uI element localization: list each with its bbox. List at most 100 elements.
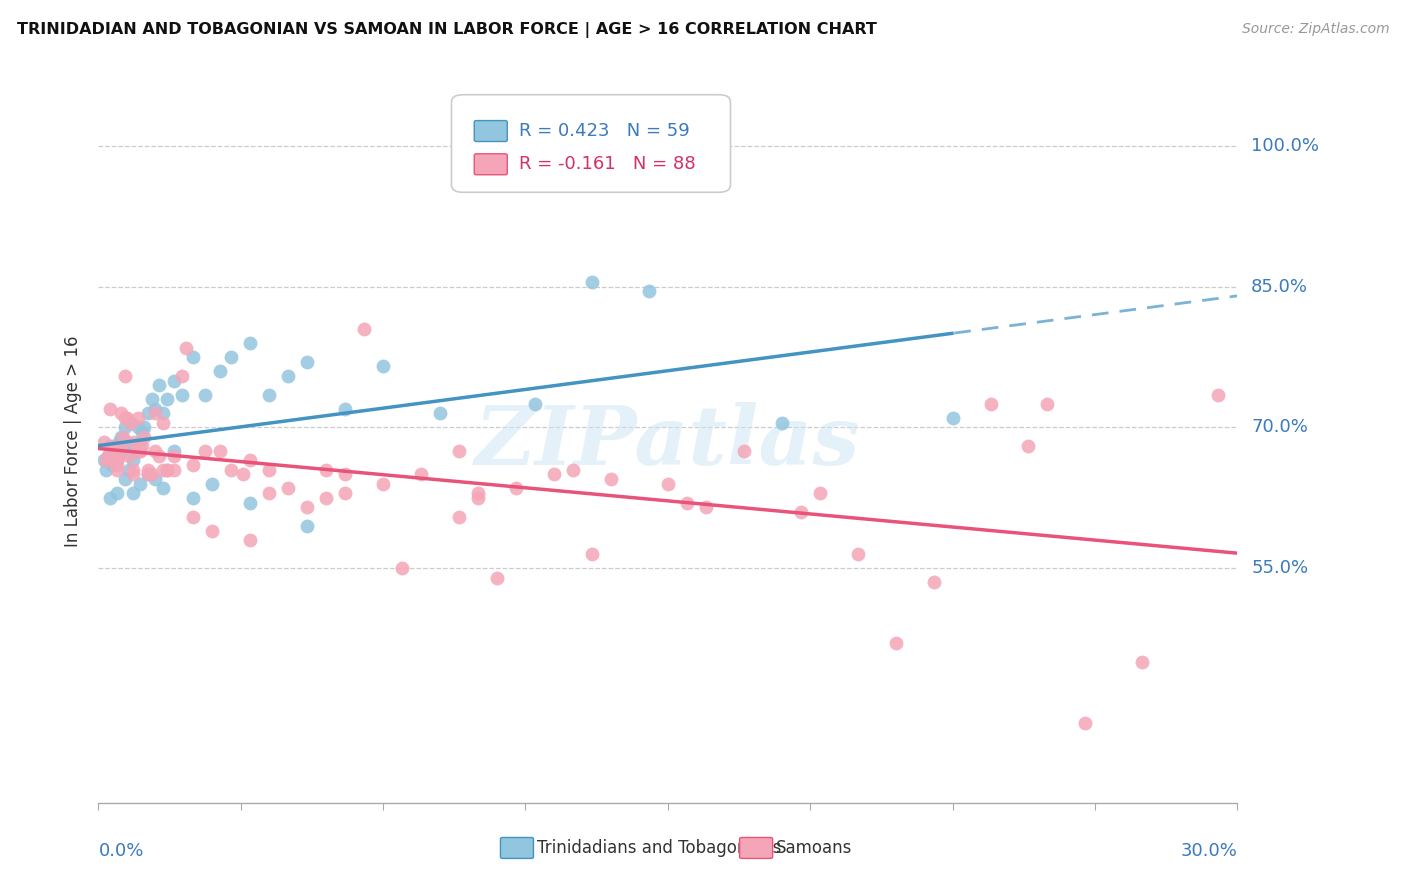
Point: [152, 482, 174, 496]
Point: [297, 355, 319, 369]
Text: Samoans: Samoans: [776, 838, 852, 856]
Point: [156, 392, 179, 407]
Point: [486, 571, 509, 585]
Point: [581, 547, 603, 561]
Point: [98, 401, 121, 416]
Point: [371, 476, 394, 491]
Point: [107, 453, 129, 467]
Text: Source: ZipAtlas.com: Source: ZipAtlas.com: [1241, 22, 1389, 37]
Point: [170, 368, 193, 383]
Point: [429, 406, 451, 420]
Point: [110, 430, 132, 444]
Point: [100, 458, 122, 472]
Text: 0.0%: 0.0%: [98, 842, 143, 860]
Point: [93, 453, 115, 467]
Point: [98, 439, 121, 453]
Point: [259, 463, 281, 477]
Point: [183, 458, 205, 472]
Point: [174, 341, 197, 355]
Point: [808, 486, 831, 500]
Point: [467, 486, 489, 500]
Point: [114, 420, 136, 434]
Point: [676, 495, 699, 509]
Point: [108, 449, 131, 463]
Point: [239, 533, 262, 547]
Point: [107, 463, 129, 477]
Point: [152, 406, 174, 420]
Point: [129, 444, 152, 458]
FancyBboxPatch shape: [501, 838, 533, 858]
Point: [103, 453, 125, 467]
Point: [148, 449, 170, 463]
Point: [277, 368, 299, 383]
Point: [129, 444, 152, 458]
Text: ZIPatlas: ZIPatlas: [475, 401, 860, 482]
Text: TRINIDADIAN AND TOBAGONIAN VS SAMOAN IN LABOR FORCE | AGE > 16 CORRELATION CHART: TRINIDADIAN AND TOBAGONIAN VS SAMOAN IN …: [17, 22, 877, 38]
Point: [884, 636, 907, 650]
Point: [208, 364, 231, 378]
Point: [770, 416, 793, 430]
Point: [121, 486, 143, 500]
Text: 100.0%: 100.0%: [1251, 137, 1319, 155]
Point: [93, 434, 115, 449]
Point: [121, 463, 143, 477]
Point: [152, 463, 174, 477]
Point: [581, 275, 603, 289]
Point: [141, 392, 163, 407]
Point: [136, 467, 159, 482]
Point: [108, 434, 131, 449]
Point: [194, 444, 217, 458]
Point: [145, 444, 167, 458]
Point: [695, 500, 717, 515]
Point: [114, 368, 136, 383]
Text: 85.0%: 85.0%: [1251, 277, 1308, 296]
Point: [638, 285, 661, 299]
Point: [145, 401, 167, 416]
Point: [141, 467, 163, 482]
Point: [1132, 655, 1154, 669]
Point: [107, 458, 129, 472]
Text: R = 0.423   N = 59: R = 0.423 N = 59: [519, 122, 689, 140]
Point: [98, 453, 121, 467]
Point: [120, 416, 142, 430]
Point: [846, 547, 869, 561]
Point: [100, 439, 122, 453]
Point: [156, 463, 179, 477]
Point: [163, 449, 186, 463]
Point: [922, 575, 945, 590]
Text: 30.0%: 30.0%: [1181, 842, 1237, 860]
Point: [115, 411, 138, 425]
Point: [183, 350, 205, 364]
Point: [259, 486, 281, 500]
FancyBboxPatch shape: [451, 95, 731, 193]
Point: [112, 444, 135, 458]
Point: [110, 439, 132, 453]
Point: [112, 430, 135, 444]
Point: [335, 467, 357, 482]
Point: [97, 449, 120, 463]
Point: [114, 472, 136, 486]
Point: [131, 425, 153, 439]
Point: [163, 374, 186, 388]
Point: [125, 444, 148, 458]
Point: [447, 509, 470, 524]
Point: [132, 430, 155, 444]
FancyBboxPatch shape: [474, 120, 508, 142]
Point: [148, 378, 170, 392]
Point: [353, 322, 375, 336]
Point: [163, 444, 186, 458]
Point: [297, 519, 319, 533]
Point: [170, 387, 193, 401]
Point: [127, 411, 149, 425]
Point: [136, 467, 159, 482]
FancyBboxPatch shape: [474, 153, 508, 175]
Point: [600, 472, 623, 486]
Point: [1036, 397, 1059, 411]
Point: [145, 472, 167, 486]
Point: [315, 463, 337, 477]
Point: [120, 416, 142, 430]
Point: [127, 420, 149, 434]
Point: [208, 444, 231, 458]
Point: [94, 463, 117, 477]
Point: [163, 463, 186, 477]
